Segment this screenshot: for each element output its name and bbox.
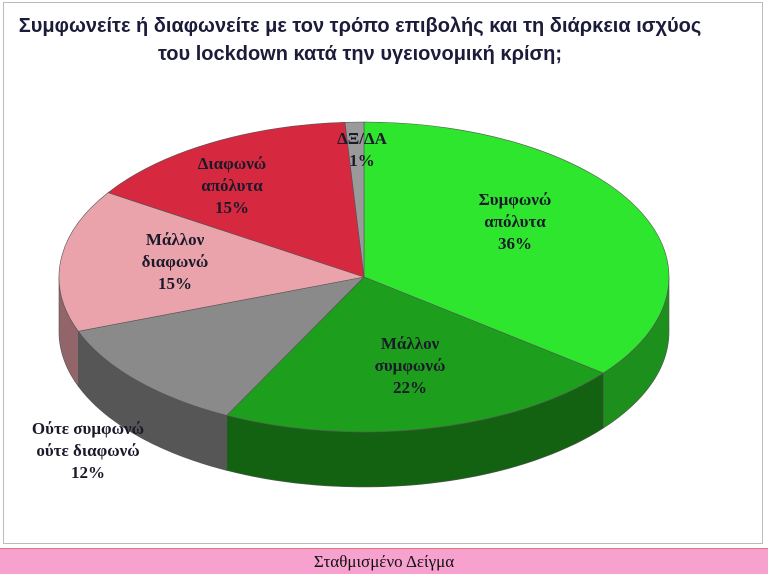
slice bbox=[58, 192, 366, 332]
slice-label: Μάλλον διαφωνώ 15% bbox=[120, 229, 230, 295]
slice-label: Συμφωνώ απόλυτα 36% bbox=[450, 189, 580, 255]
value-label: 15% bbox=[158, 274, 192, 293]
slice bbox=[77, 276, 365, 416]
slice bbox=[226, 276, 604, 433]
value-label: 15% bbox=[215, 198, 249, 217]
slice-label: ΔΞ/ΔΑ 1% bbox=[327, 128, 397, 172]
slice-label: Ούτε συμφωνώ ούτε διαφωνώ 12% bbox=[18, 418, 158, 484]
category-label: ΔΞ/ΔΑ bbox=[337, 129, 387, 148]
category-label: Ούτε συμφωνώ ούτε διαφωνώ bbox=[31, 419, 145, 460]
slice bbox=[107, 121, 365, 278]
value-label: 36% bbox=[498, 234, 532, 253]
slice bbox=[344, 121, 365, 278]
chart bbox=[58, 121, 670, 488]
value-label: 1% bbox=[349, 151, 375, 170]
chart-frame bbox=[3, 2, 763, 544]
category-label: Μάλλον διαφωνώ bbox=[141, 230, 209, 271]
value-label: 22% bbox=[393, 378, 427, 397]
footer: Σταθμισμένο Δείγμα bbox=[0, 548, 768, 574]
slice bbox=[363, 121, 670, 374]
category-label: Διαφωνώ απόλυτα bbox=[197, 154, 267, 195]
slice-label: Μάλλον συμφωνώ 22% bbox=[355, 333, 465, 399]
slice-label: Διαφωνώ απόλυτα 15% bbox=[177, 153, 287, 219]
value-label: 12% bbox=[71, 463, 105, 482]
chart-title: Συμφωνείτε ή διαφωνείτε με τον τρόπο επι… bbox=[18, 15, 702, 65]
category-label: Συμφωνώ απόλυτα bbox=[478, 190, 552, 231]
category-label: Μάλλον συμφωνώ bbox=[374, 334, 446, 375]
